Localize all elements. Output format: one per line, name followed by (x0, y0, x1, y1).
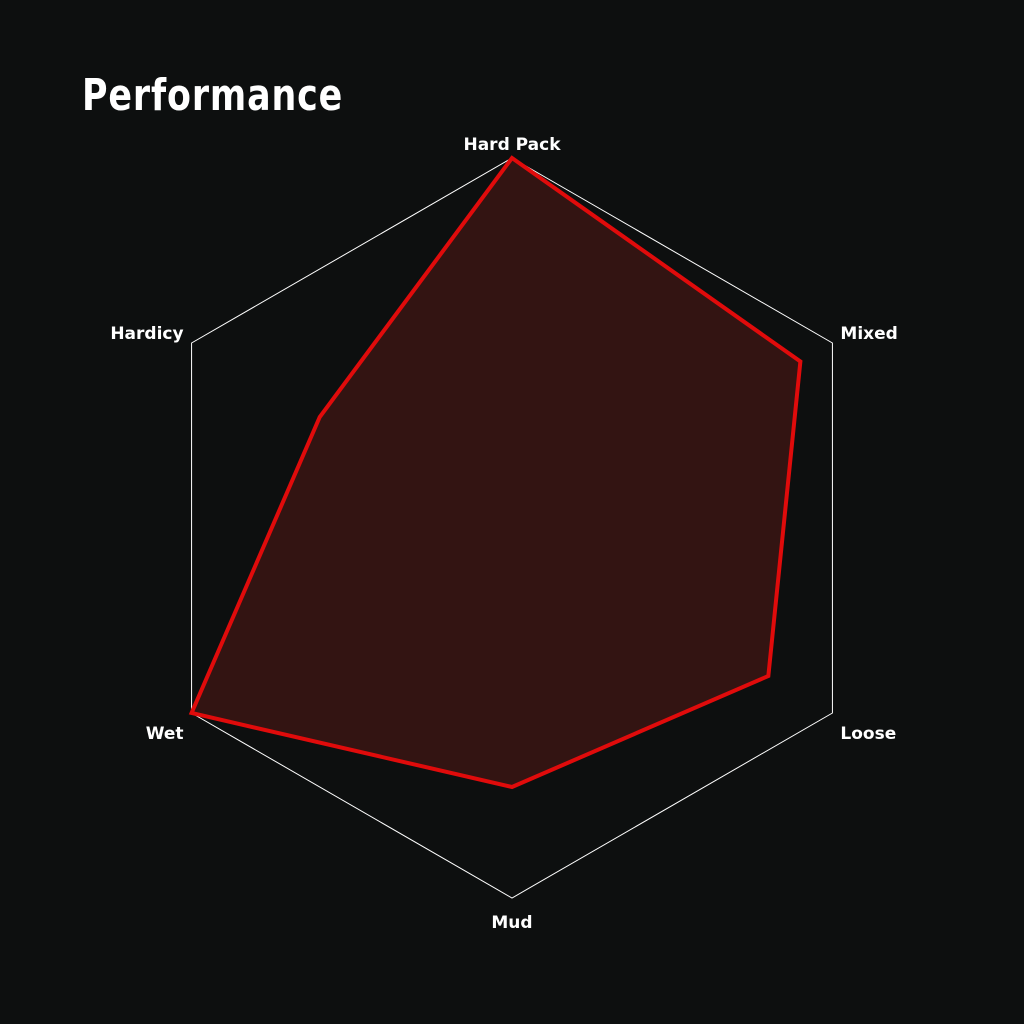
axis-label-hardicy: Hardicy (110, 324, 183, 344)
grid-hexagon (191, 157, 833, 899)
data-area (188, 155, 803, 790)
axis-label-wet: Wet (146, 724, 184, 744)
axis-label-mud: Mud (491, 913, 532, 933)
axis-label-mixed: Mixed (840, 324, 897, 344)
axis-label-loose: Loose (840, 724, 896, 744)
axis-label-hard-pack: Hard Pack (463, 135, 561, 155)
chart-title: Performance (82, 70, 344, 121)
